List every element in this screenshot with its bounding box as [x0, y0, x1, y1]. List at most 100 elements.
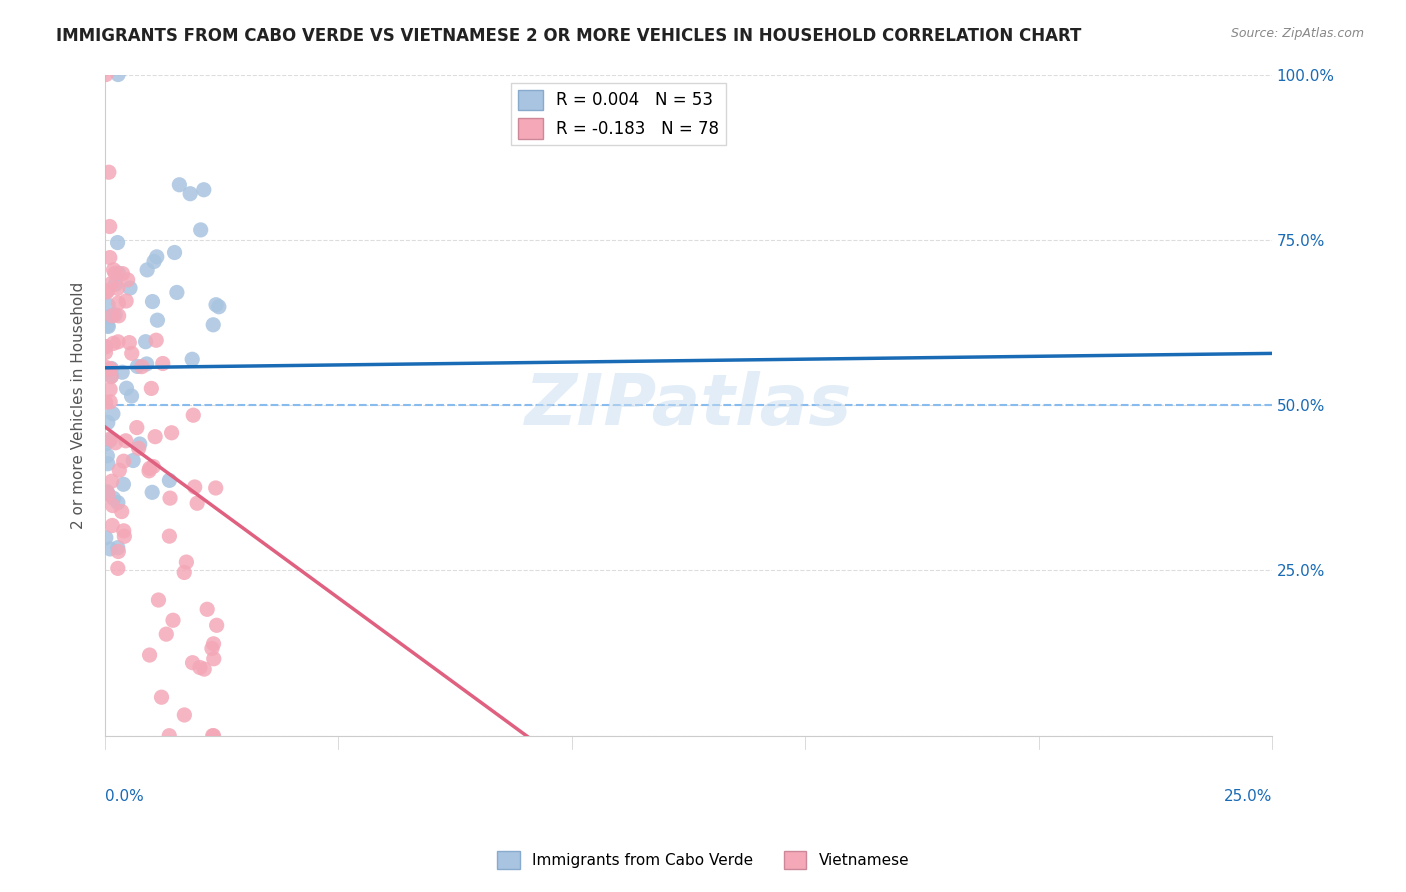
Vietnamese: [121, 346, 143, 360]
Vietnamese: [98, 251, 121, 265]
Vietnamese: [142, 459, 165, 474]
Vietnamese: [141, 381, 163, 395]
Immigrants from Cabo Verde: [111, 365, 134, 379]
Vietnamese: [107, 334, 129, 349]
Immigrants from Cabo Verde: [94, 436, 117, 450]
Immigrants from Cabo Verde: [104, 277, 127, 292]
Immigrants from Cabo Verde: [190, 223, 212, 237]
Immigrants from Cabo Verde: [128, 437, 150, 451]
Immigrants from Cabo Verde: [205, 298, 228, 312]
Immigrants from Cabo Verde: [179, 186, 201, 201]
Immigrants from Cabo Verde: [97, 457, 120, 471]
Immigrants from Cabo Verde: [97, 416, 120, 430]
Text: 25.0%: 25.0%: [1223, 789, 1272, 804]
Immigrants from Cabo Verde: [97, 319, 120, 334]
Immigrants from Cabo Verde: [98, 434, 121, 448]
Immigrants from Cabo Verde: [98, 310, 121, 324]
Immigrants from Cabo Verde: [122, 453, 145, 467]
Vietnamese: [97, 165, 120, 179]
Immigrants from Cabo Verde: [169, 178, 191, 192]
Immigrants from Cabo Verde: [100, 368, 122, 383]
Vietnamese: [205, 618, 228, 632]
Vietnamese: [159, 491, 181, 505]
Vietnamese: [94, 345, 117, 359]
Vietnamese: [157, 529, 180, 543]
Vietnamese: [100, 361, 122, 376]
Vietnamese: [98, 383, 121, 397]
Immigrants from Cabo Verde: [145, 250, 167, 264]
Vietnamese: [98, 432, 121, 446]
Immigrants from Cabo Verde: [107, 68, 129, 82]
Vietnamese: [204, 481, 226, 495]
Vietnamese: [98, 219, 121, 234]
Vietnamese: [103, 262, 125, 277]
Vietnamese: [157, 729, 180, 743]
Immigrants from Cabo Verde: [115, 381, 138, 395]
Immigrants from Cabo Verde: [97, 298, 120, 312]
Vietnamese: [101, 518, 124, 533]
Immigrants from Cabo Verde: [166, 285, 188, 300]
Vietnamese: [117, 273, 139, 287]
Immigrants from Cabo Verde: [146, 313, 169, 327]
Vietnamese: [138, 648, 160, 662]
Vietnamese: [101, 309, 124, 323]
Immigrants from Cabo Verde: [127, 359, 149, 374]
Vietnamese: [150, 690, 173, 705]
Vietnamese: [94, 360, 117, 375]
Vietnamese: [202, 729, 225, 743]
Immigrants from Cabo Verde: [141, 294, 163, 309]
Immigrants from Cabo Verde: [118, 281, 141, 295]
Vietnamese: [143, 430, 166, 444]
Vietnamese: [173, 566, 195, 580]
Text: Source: ZipAtlas.com: Source: ZipAtlas.com: [1230, 27, 1364, 40]
Y-axis label: 2 or more Vehicles in Household: 2 or more Vehicles in Household: [72, 282, 86, 529]
Immigrants from Cabo Verde: [163, 245, 186, 260]
Vietnamese: [173, 708, 195, 723]
Vietnamese: [138, 461, 160, 475]
Vietnamese: [107, 544, 129, 558]
Immigrants from Cabo Verde: [107, 235, 129, 250]
Text: 0.0%: 0.0%: [105, 789, 143, 804]
Vietnamese: [186, 496, 208, 510]
Vietnamese: [125, 420, 148, 434]
Immigrants from Cabo Verde: [136, 263, 159, 277]
Immigrants from Cabo Verde: [104, 308, 127, 322]
Vietnamese: [104, 266, 127, 280]
Vietnamese: [111, 505, 134, 519]
Vietnamese: [101, 499, 124, 513]
Vietnamese: [103, 336, 125, 351]
Vietnamese: [201, 729, 224, 743]
Text: ZIPatlas: ZIPatlas: [524, 370, 852, 440]
Immigrants from Cabo Verde: [96, 484, 118, 499]
Immigrants from Cabo Verde: [135, 334, 157, 349]
Vietnamese: [108, 463, 131, 477]
Vietnamese: [98, 394, 121, 409]
Vietnamese: [128, 442, 150, 456]
Vietnamese: [104, 435, 127, 450]
Vietnamese: [201, 641, 224, 656]
Immigrants from Cabo Verde: [112, 477, 135, 491]
Vietnamese: [181, 408, 204, 422]
Vietnamese: [114, 434, 136, 448]
Vietnamese: [118, 335, 141, 350]
Immigrants from Cabo Verde: [101, 407, 124, 421]
Immigrants from Cabo Verde: [107, 496, 129, 510]
Vietnamese: [111, 267, 134, 281]
Vietnamese: [96, 284, 118, 298]
Vietnamese: [176, 555, 198, 569]
Immigrants from Cabo Verde: [96, 318, 118, 333]
Immigrants from Cabo Verde: [94, 531, 117, 545]
Vietnamese: [155, 627, 177, 641]
Immigrants from Cabo Verde: [135, 357, 157, 371]
Vietnamese: [195, 602, 218, 616]
Vietnamese: [107, 281, 129, 295]
Immigrants from Cabo Verde: [94, 340, 117, 354]
Immigrants from Cabo Verde: [202, 318, 225, 332]
Immigrants from Cabo Verde: [208, 300, 231, 314]
Text: IMMIGRANTS FROM CABO VERDE VS VIETNAMESE 2 OR MORE VEHICLES IN HOUSEHOLD CORRELA: IMMIGRANTS FROM CABO VERDE VS VIETNAMESE…: [56, 27, 1081, 45]
Immigrants from Cabo Verde: [97, 486, 120, 500]
Vietnamese: [100, 277, 122, 291]
Vietnamese: [94, 395, 117, 409]
Immigrants from Cabo Verde: [103, 491, 125, 506]
Immigrants from Cabo Verde: [181, 352, 204, 367]
